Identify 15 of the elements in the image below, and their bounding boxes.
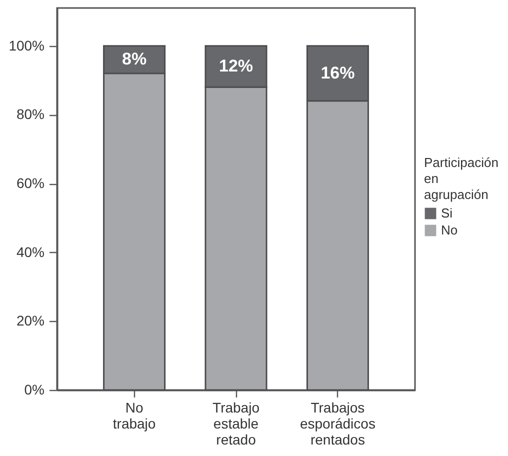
y-tick-label: 0% [24, 382, 44, 398]
y-tick-label: 20% [16, 312, 44, 329]
x-tick-label: Trabajo estable retado [212, 400, 260, 448]
legend-title: Participación en agrupación [424, 154, 498, 202]
x-tick-label: Trabajos esporádicos rentados [300, 400, 376, 448]
y-tick-label: 80% [16, 106, 44, 122]
y-tick-label: 40% [16, 244, 44, 260]
legend-label: Si [441, 205, 453, 220]
data-label: 12% [218, 56, 254, 76]
data-label: 16% [320, 63, 355, 82]
x-tick-label: No trabajo [112, 400, 156, 432]
y-tick-label: 100% [8, 37, 44, 54]
data-label: 8% [122, 50, 147, 69]
y-tick-label: 60% [16, 175, 44, 192]
legend-label: No [441, 222, 458, 238]
